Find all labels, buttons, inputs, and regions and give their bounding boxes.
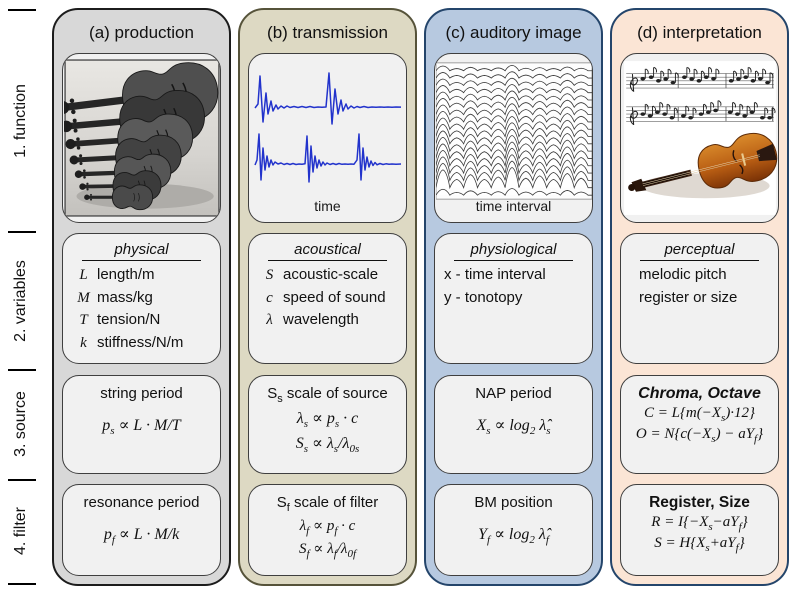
column-production: (a) production (52, 8, 231, 586)
filter-box-interpretation: Register, Size R = I{−Xs−aYf} S = H{Xs+a… (620, 484, 779, 576)
variables-heading: physical (81, 241, 202, 261)
function-box-production (62, 53, 221, 223)
column-auditory-image: (c) auditory image (424, 8, 603, 586)
column-header-production: (a) production (89, 22, 194, 42)
filter-title: resonance period (83, 494, 200, 511)
source-title: Ss scale of source (267, 385, 388, 405)
source-formula: O = N{c(−Xs) − aYf} (635, 426, 764, 445)
filter-formula: pf ∝ L · M/k (103, 526, 180, 547)
source-title: string period (100, 385, 183, 402)
filter-box-auditory-image: BM position Yf ∝ log2 λ̂f (434, 484, 593, 576)
source-title: Chroma, Octave (638, 385, 761, 402)
variable-item: k stiffness/N/m (80, 333, 184, 351)
column-header-auditory-image: (c) auditory image (445, 22, 582, 42)
variables-heading: acoustical (267, 241, 388, 261)
variables-box-interpretation: perceptual melodic pitch register or siz… (620, 233, 779, 364)
column-interpretation: (d) interpretation (610, 8, 789, 586)
filter-formula: Sf ∝ λf/λ0f (298, 541, 356, 560)
variable-item: λ wavelength (266, 311, 359, 328)
source-title: NAP period (475, 385, 552, 402)
variable-item: c speed of sound (266, 288, 386, 306)
violin-family-photo (63, 59, 220, 217)
row-tick (8, 231, 36, 233)
source-box-transmission: Ss scale of source λs ∝ ps · c Ss ∝ λs/λ… (248, 375, 407, 474)
source-box-auditory-image: NAP period Xs ∝ log2 λ̂s (434, 375, 593, 474)
source-formula: ps ∝ L · M/T (102, 417, 181, 438)
auditory-image-caption: time interval (475, 198, 552, 214)
source-formula: Ss ∝ λs/λ0s (295, 435, 360, 456)
row-tick (8, 583, 36, 585)
filter-box-production: resonance period pf ∝ L · M/k (62, 484, 221, 576)
column-header-transmission: (b) transmission (267, 22, 388, 42)
filter-title: Sf scale of filter (276, 494, 379, 514)
row-label-function: 1. function (12, 84, 29, 158)
filter-formula: λf ∝ pf · c (299, 518, 356, 537)
row-label-filter: 4. filter (12, 507, 29, 556)
column-header-interpretation: (d) interpretation (637, 22, 762, 42)
variables-heading: physiological (453, 241, 574, 261)
auditory-image-plot (435, 62, 592, 200)
source-formula: C = L{m(−Xs)·12} (643, 405, 756, 424)
waveform-caption: time (314, 198, 341, 214)
row-tick (8, 479, 36, 481)
function-box-interpretation (620, 53, 779, 223)
filter-title: BM position (474, 494, 553, 511)
function-box-transmission: time (248, 53, 407, 223)
variables-box-auditory-image: physiological x - time interval y - tono… (434, 233, 593, 364)
source-formula: λs ∝ ps · c (296, 410, 359, 431)
variable-item: register or size (639, 288, 738, 306)
variable-item: melodic pitch (639, 266, 727, 283)
row-tick (8, 9, 36, 11)
waveform-plot (253, 72, 401, 183)
filter-formula: S = H{Xs+aYf} (654, 535, 745, 554)
variables-heading: perceptual (639, 241, 760, 261)
variable-item: x - time interval (444, 266, 546, 283)
music-notation-and-violin (623, 61, 777, 215)
variable-item: y - tonotopy (444, 288, 523, 306)
filter-formula: R = I{−Xs−aYf} (651, 514, 748, 533)
source-box-interpretation: Chroma, Octave C = L{m(−Xs)·12} O = N{c(… (620, 375, 779, 474)
source-formula: Xs ∝ log2 λ̂s (476, 417, 551, 438)
row-tick (8, 369, 36, 371)
filter-box-transmission: Sf scale of filter λf ∝ pf · c Sf ∝ λf/λ… (248, 484, 407, 576)
filter-formula: Yf ∝ log2 λ̂f (478, 526, 549, 547)
function-box-auditory-image: time interval (434, 53, 593, 223)
source-box-production: string period ps ∝ L · M/T (62, 375, 221, 474)
filter-title: Register, Size (649, 494, 750, 511)
